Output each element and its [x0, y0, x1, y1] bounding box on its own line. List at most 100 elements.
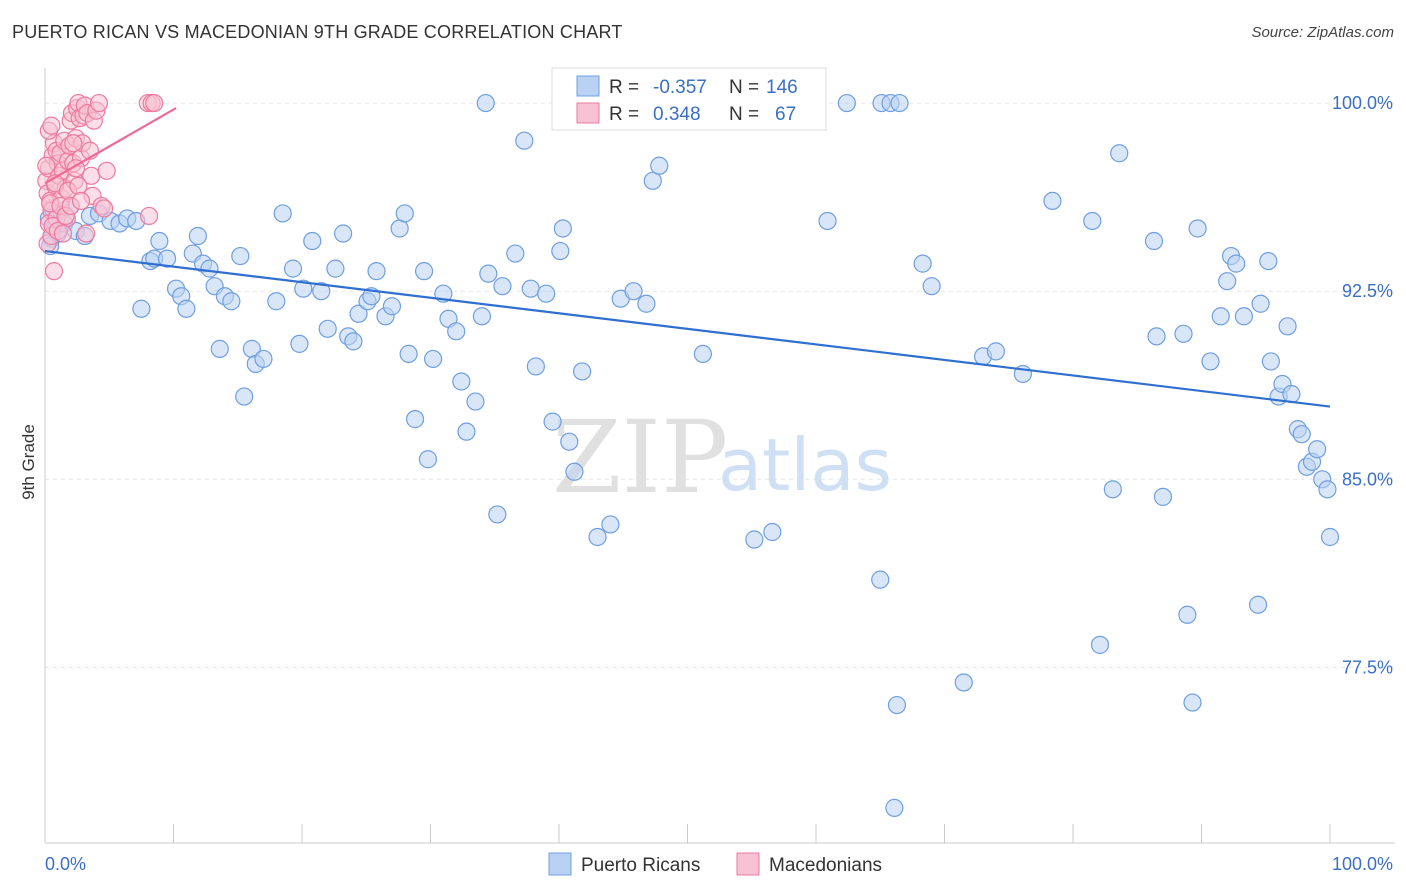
macedonian-point-57	[69, 176, 88, 195]
y-tick-label-2: 85.0%	[1342, 469, 1393, 489]
puerto-rican-point-105	[871, 570, 890, 589]
puerto-rican-point-147	[1318, 480, 1337, 499]
trend-line-macedonians	[44, 107, 177, 185]
puerto-rican-point-30	[222, 292, 241, 311]
puerto-rican-point-67	[466, 392, 485, 411]
macedonian-point-45	[97, 161, 116, 180]
legend-swatch-puerto-ricans	[576, 75, 600, 97]
puerto-rican-point-52	[367, 262, 386, 281]
legend-r-label-1: R =	[609, 77, 639, 98]
puerto-rican-point-41	[294, 279, 313, 298]
macedonian-point-13	[44, 262, 64, 281]
legend-swatch-macedonians	[576, 102, 600, 124]
y-tick-label-3: 77.5%	[1342, 657, 1393, 677]
puerto-rican-point-69	[476, 93, 495, 113]
puerto-rican-point-122	[1153, 487, 1173, 506]
puerto-rican-point-80	[553, 219, 572, 238]
legend-n-label-2: N =	[729, 104, 759, 125]
puerto-rican-point-71	[488, 505, 507, 524]
puerto-rican-point-48	[344, 332, 363, 351]
legend-n-value-2: 67	[775, 104, 796, 125]
puerto-rican-point-129	[1218, 272, 1237, 291]
x-tick-label-min: 0.0%	[45, 854, 86, 874]
puerto-rican-point-98	[763, 522, 782, 542]
puerto-rican-point-131	[1227, 254, 1246, 273]
puerto-rican-point-75	[521, 279, 540, 298]
x-tick-label-max: 100.0%	[1332, 854, 1393, 874]
puerto-rican-point-19	[157, 249, 177, 268]
puerto-rican-point-111	[954, 673, 973, 692]
y-tick-label-0: 100.0%	[1332, 93, 1393, 113]
puerto-rican-point-25	[188, 226, 208, 246]
trend-line-puerto-ricans	[44, 249, 1331, 408]
puerto-rican-point-64	[447, 322, 466, 341]
puerto-rican-point-77	[537, 284, 556, 303]
puerto-rican-point-132	[1234, 307, 1254, 326]
bottom-legend-macedonians: Macedonians	[769, 855, 882, 876]
puerto-rican-point-118	[1103, 480, 1122, 499]
puerto-rican-point-90	[650, 156, 669, 175]
puerto-rican-point-148	[1320, 527, 1340, 547]
puerto-rican-point-88	[637, 294, 656, 313]
y-tick-labels: 100.0% 92.5% 85.0% 77.5%	[1332, 93, 1393, 677]
puerto-rican-point-45	[326, 259, 345, 278]
puerto-rican-point-56	[395, 204, 414, 223]
puerto-rican-point-127	[1201, 352, 1220, 371]
puerto-rican-point-116	[1083, 211, 1102, 231]
y-axis-label: 9th Grade	[19, 424, 38, 500]
macedonian-point-59	[77, 224, 96, 243]
bottom-legend-puerto-ricans: Puerto Ricans	[581, 855, 700, 876]
puerto-rican-point-96	[693, 344, 713, 364]
legend-box: R = -0.357 N = 146 R = 0.348 N = 67	[551, 67, 827, 131]
puerto-rican-point-85	[601, 515, 620, 534]
trend-lines	[44, 107, 1331, 408]
puerto-rican-point-55	[390, 219, 409, 238]
puerto-rican-point-76	[526, 357, 545, 376]
puerto-rican-point-139	[1278, 317, 1297, 336]
macedonian-point-66	[42, 116, 61, 135]
macedonian-point-58	[71, 191, 91, 211]
puerto-rican-point-136	[1261, 352, 1280, 371]
puerto-rican-point-107	[887, 695, 907, 715]
puerto-rican-point-72	[493, 277, 512, 296]
puerto-rican-point-79	[551, 241, 570, 261]
puerto-rican-point-61	[423, 349, 443, 369]
puerto-rican-point-18	[150, 231, 169, 251]
puerto-rican-point-57	[399, 344, 418, 364]
puerto-rican-point-70	[479, 264, 498, 283]
macedonian-point-64	[37, 156, 56, 175]
puerto-rican-point-135	[1259, 251, 1278, 271]
puerto-rican-point-142	[1292, 425, 1311, 444]
legend-r-value-1: -0.357	[653, 77, 707, 98]
puerto-rican-point-128	[1211, 307, 1230, 326]
puerto-rican-point-40	[290, 334, 309, 353]
puerto-rican-point-145	[1308, 440, 1327, 459]
puerto-rican-point-38	[273, 204, 292, 223]
puerto-rican-point-23	[132, 299, 151, 318]
bottom-legend-swatch-macedonians	[736, 852, 760, 876]
legend-r-label-2: R =	[609, 104, 639, 125]
puerto-rican-point-120	[1144, 231, 1164, 251]
puerto-rican-point-58	[405, 410, 425, 429]
puerto-rican-point-59	[414, 262, 434, 281]
bottom-legend: Puerto Ricans Macedonians	[548, 852, 882, 876]
puerto-rican-point-74	[515, 131, 534, 150]
puerto-rican-point-73	[506, 244, 525, 263]
puerto-rican-point-27	[200, 259, 219, 278]
macedonian-point-55	[64, 134, 83, 153]
puerto-rican-point-133	[1251, 294, 1270, 313]
macedonian-point-51	[53, 224, 73, 243]
puerto-rican-point-68	[472, 307, 491, 326]
puerto-rican-point-82	[565, 462, 584, 481]
puerto-rican-point-39	[283, 259, 303, 278]
puerto-rican-point-125	[1183, 693, 1202, 712]
puerto-rican-point-89	[643, 171, 662, 190]
puerto-rican-point-84	[588, 527, 607, 547]
legend-n-value-1: 146	[766, 77, 798, 98]
puerto-rican-point-37	[267, 292, 286, 311]
source-label: Source: ZipAtlas.com	[1251, 24, 1394, 41]
puerto-rican-point-66	[457, 422, 476, 441]
legend-n-label-1: N =	[729, 77, 759, 98]
puerto-rican-point-123	[1174, 324, 1193, 343]
